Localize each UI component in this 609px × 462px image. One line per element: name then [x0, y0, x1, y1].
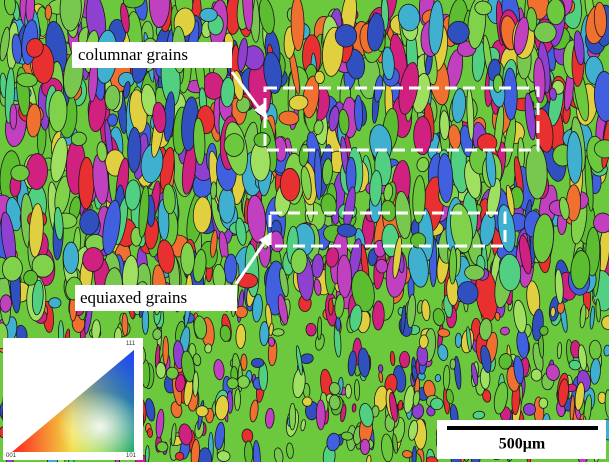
- grain: [254, 133, 270, 147]
- grain: [210, 182, 217, 200]
- grain: [589, 340, 602, 360]
- grain: [147, 428, 153, 437]
- grain: [107, 114, 118, 127]
- scale-label: 500μm: [499, 436, 546, 453]
- grain: [523, 403, 535, 415]
- grain: [539, 326, 548, 336]
- grain: [218, 188, 235, 224]
- grain: [450, 359, 456, 370]
- grain: [241, 354, 247, 370]
- grain: [127, 127, 141, 172]
- grain: [317, 317, 322, 340]
- grain: [316, 400, 325, 430]
- grain: [200, 8, 218, 22]
- annotation: columnar grains: [78, 45, 188, 64]
- grain: [335, 24, 357, 47]
- grain: [336, 317, 341, 331]
- grain: [550, 307, 555, 317]
- grain: [181, 243, 195, 275]
- grain: [539, 398, 548, 409]
- grain: [419, 335, 429, 349]
- grain: [251, 358, 264, 368]
- grain: [122, 313, 129, 336]
- grain: [328, 298, 333, 315]
- grain: [49, 90, 68, 132]
- annotation: equiaxed grains: [80, 288, 187, 307]
- grain: [435, 374, 441, 382]
- grain: [237, 375, 250, 388]
- legend-label: 111: [126, 341, 136, 347]
- grain: [145, 445, 149, 462]
- grain: [193, 372, 199, 397]
- grain: [400, 351, 410, 367]
- grain: [268, 337, 275, 347]
- grain: [156, 362, 167, 378]
- grain: [236, 324, 246, 348]
- grain: [495, 312, 501, 321]
- grain: [163, 336, 169, 365]
- grain: [234, 389, 240, 411]
- grain: [455, 333, 462, 348]
- grain: [378, 365, 383, 373]
- grain: [360, 439, 370, 455]
- grain: [45, 5, 52, 20]
- legend-label: 001: [6, 453, 17, 459]
- grain: [10, 104, 17, 129]
- grain: [11, 165, 30, 181]
- grain: [345, 384, 351, 398]
- grain: [227, 378, 238, 389]
- grain: [289, 403, 296, 430]
- grain: [493, 75, 503, 93]
- grain: [196, 405, 209, 417]
- grain: [354, 379, 360, 400]
- grain: [372, 301, 384, 330]
- grain: [49, 297, 62, 308]
- grain: [272, 328, 284, 336]
- legend-label: 101: [126, 453, 137, 459]
- grain: [352, 404, 356, 413]
- grain: [302, 397, 312, 407]
- grain: [63, 242, 78, 273]
- page: columnar grains equiaxed grains 001 101 …: [0, 0, 609, 462]
- grain: [306, 323, 317, 336]
- ebsd-map: columnar grains equiaxed grains 001 101 …: [0, 0, 609, 462]
